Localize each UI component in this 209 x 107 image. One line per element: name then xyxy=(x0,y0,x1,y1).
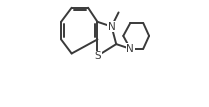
Text: N: N xyxy=(126,44,134,54)
Text: N: N xyxy=(108,22,115,31)
Text: S: S xyxy=(94,51,101,61)
